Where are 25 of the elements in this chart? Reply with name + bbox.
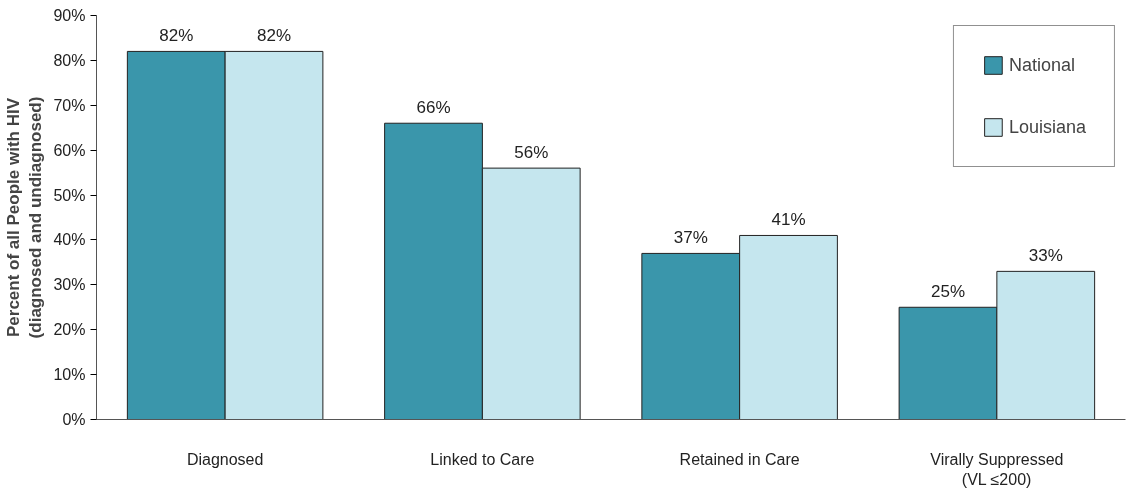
data-label: 82% — [159, 26, 194, 46]
data-label: 41% — [771, 210, 806, 230]
data-label: 66% — [416, 98, 451, 118]
y-tick-label: 30% — [53, 276, 86, 294]
y-tick-label: 50% — [53, 186, 86, 204]
x-tick-label: Retained in Care — [679, 450, 800, 468]
y-tick-label: 40% — [53, 231, 86, 249]
x-tick-label: Virally Suppressed (VL ≤200) — [930, 450, 1064, 488]
data-label: 56% — [514, 143, 549, 163]
y-tick-label: 70% — [53, 96, 86, 114]
legend-label: National — [1008, 54, 1075, 76]
data-label: 37% — [673, 228, 708, 248]
y-tick-label: 0% — [62, 411, 86, 428]
x-tick-label: Linked to Care — [430, 450, 535, 468]
y-tick-label: 80% — [53, 51, 86, 69]
y-tick-label: 10% — [53, 366, 86, 384]
y-tick-label: 20% — [53, 321, 86, 339]
data-label: 82% — [256, 26, 292, 46]
x-tick-label: Diagnosed — [186, 450, 264, 468]
data-label: 25% — [930, 282, 966, 302]
data-label: 33% — [1028, 246, 1063, 266]
y-tick-label: 60% — [53, 141, 86, 159]
y-axis-title: Percent of all People with HIV (diagnosed and undiagnosed) — [3, 96, 46, 339]
y-tick-label: 90% — [53, 7, 86, 24]
legend-label: Louisiana — [1008, 116, 1086, 138]
